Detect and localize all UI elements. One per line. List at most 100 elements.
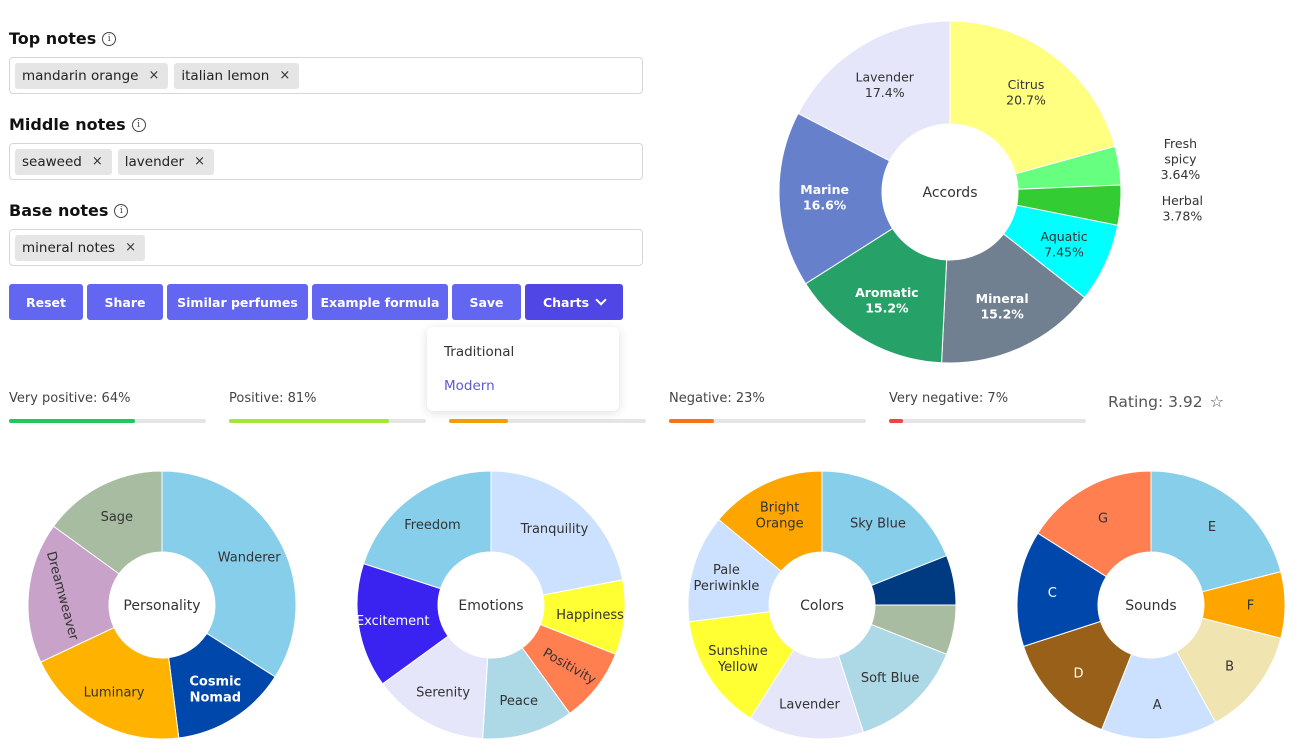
pie-slice[interactable]	[27, 525, 120, 663]
remove-tag-icon[interactable]: ×	[125, 240, 136, 255]
donut-chart-accords: Citrus 20.7% Fresh spicy 3.64% Herbal 3.78% Aqu…	[778, 20, 1203, 364]
top-notes-input[interactable]: mandarin orange × italian lemon ×	[9, 57, 643, 94]
sentiment-fill	[9, 419, 136, 423]
tag-label: seaweed	[22, 153, 82, 170]
rating-value: Rating: 3.92	[1108, 392, 1203, 411]
sentiment-negative: Negative: 23%	[669, 391, 866, 423]
slice-label: A	[1153, 698, 1162, 713]
action-buttons: Reset Share Similar perfumes Example for…	[9, 284, 623, 320]
sentiment-track	[449, 419, 646, 423]
slice-label: Aromatic 15.2%	[855, 285, 919, 316]
menu-item-traditional[interactable]: Traditional	[444, 344, 515, 360]
note-tag: mandarin orange ×	[15, 62, 169, 89]
pie-slice[interactable]	[688, 611, 795, 719]
pie-slice[interactable]	[718, 470, 823, 572]
charts-label: Charts	[542, 294, 590, 310]
pie-slice[interactable]	[1201, 571, 1286, 639]
sentiment-fill	[889, 419, 903, 423]
pie-slice[interactable]	[490, 470, 624, 596]
base-notes-input[interactable]: mineral notes ×	[9, 229, 643, 266]
pie-slice[interactable]	[870, 555, 957, 606]
pie-slice[interactable]	[749, 649, 865, 740]
slice-label: Mineral 15.2%	[976, 291, 1029, 322]
slice-label: Bright Orange	[756, 501, 804, 532]
menu-item-modern[interactable]: Modern	[444, 378, 495, 394]
slice-label: G	[1098, 511, 1108, 526]
sentiment-track	[9, 419, 206, 423]
remove-tag-icon[interactable]: ×	[148, 68, 160, 83]
sentiment-label: Very positive: 64%	[9, 391, 131, 406]
pie-slice[interactable]	[1016, 532, 1107, 648]
remove-tag-icon[interactable]: ×	[279, 68, 291, 83]
slice-label: D	[1073, 667, 1083, 682]
info-icon[interactable]: i	[131, 117, 146, 132]
pie-slice[interactable]	[52, 470, 163, 575]
base-notes-label: Base notes	[9, 201, 109, 220]
reset-button[interactable]: Reset	[9, 284, 83, 320]
star-icon[interactable]: ☆	[1209, 392, 1224, 411]
slice-label: Serenity	[416, 686, 470, 701]
pie-slice[interactable]	[539, 579, 626, 655]
chart-center-title: Accords	[923, 185, 978, 201]
pie-slice[interactable]	[1014, 145, 1122, 190]
pie-slice[interactable]	[1016, 184, 1122, 226]
slice-label: Peace	[500, 694, 539, 709]
charts-dropdown-button[interactable]: Charts	[525, 284, 623, 320]
pie-slice[interactable]	[1002, 204, 1119, 299]
sentiment-fill	[229, 419, 389, 423]
pie-slice[interactable]	[778, 112, 894, 285]
pie-slice[interactable]	[870, 604, 957, 655]
sentiment-positive: Positive: 81%	[229, 391, 426, 423]
sentiment-very-negative: Very negative: 7%	[889, 391, 1086, 423]
pie-slice[interactable]	[949, 20, 1116, 175]
pie-slice[interactable]	[941, 233, 1086, 364]
pie-slice[interactable]	[356, 562, 449, 685]
remove-tag-icon[interactable]: ×	[194, 154, 205, 169]
middle-notes-input[interactable]: seaweed × lavender ×	[9, 143, 643, 180]
slice-label: Cosmic Nomad	[189, 675, 241, 706]
chart-center-title: Sounds	[1125, 598, 1176, 614]
donut-chart-sounds: E F B A D C G Sounds	[1016, 470, 1286, 740]
pie-slice[interactable]	[804, 227, 948, 364]
sentiment-neutral	[449, 391, 646, 423]
donut-chart-colors: Sky Blue Soft Blue Lavender Sunshine Yellow P…	[687, 470, 957, 740]
pie-slice[interactable]	[521, 623, 617, 715]
top-notes-heading: Top notes i	[9, 29, 117, 48]
save-button[interactable]: Save	[452, 284, 521, 320]
slice-label: Dreamweaver	[43, 550, 81, 643]
pie-slice[interactable]	[1101, 650, 1217, 740]
example-formula-button[interactable]: Example formula	[312, 284, 448, 320]
info-icon[interactable]: i	[114, 203, 129, 218]
share-button[interactable]: Share	[87, 284, 163, 320]
note-tag: mineral notes ×	[15, 234, 145, 261]
pie-slice[interactable]	[797, 20, 951, 162]
pie-slice[interactable]	[1037, 470, 1152, 578]
pie-slice[interactable]	[1175, 617, 1282, 724]
tag-label: mandarin orange	[22, 67, 139, 84]
pie-slice[interactable]	[362, 470, 492, 590]
slice-label: Wanderer	[218, 551, 282, 566]
slice-label: Freedom	[404, 518, 460, 533]
pie-slice[interactable]	[821, 470, 948, 587]
similar-perfumes-button[interactable]: Similar perfumes	[167, 284, 308, 320]
sentiment-label: Very negative: 7%	[889, 391, 1009, 406]
slice-label: Lavender 17.4%	[856, 69, 915, 100]
slice-label: F	[1247, 599, 1254, 614]
pie-slice[interactable]	[161, 470, 297, 678]
pie-slice[interactable]	[482, 647, 571, 740]
tag-label: mineral notes	[22, 239, 116, 256]
remove-tag-icon[interactable]: ×	[91, 154, 103, 169]
chart-center-title: Personality	[123, 598, 200, 614]
pie-slice[interactable]	[1150, 470, 1282, 593]
pie-slice[interactable]	[381, 635, 489, 740]
pie-slice[interactable]	[168, 632, 276, 739]
pie-slice[interactable]	[1022, 620, 1133, 731]
pie-slice[interactable]	[40, 626, 180, 740]
pie-slice[interactable]	[837, 623, 948, 734]
slice-label: Sage	[101, 510, 133, 525]
info-icon[interactable]: i	[102, 31, 117, 46]
note-tag: italian lemon ×	[174, 62, 300, 89]
top-notes-label: Top notes	[9, 29, 97, 48]
pie-slice[interactable]	[687, 518, 782, 623]
